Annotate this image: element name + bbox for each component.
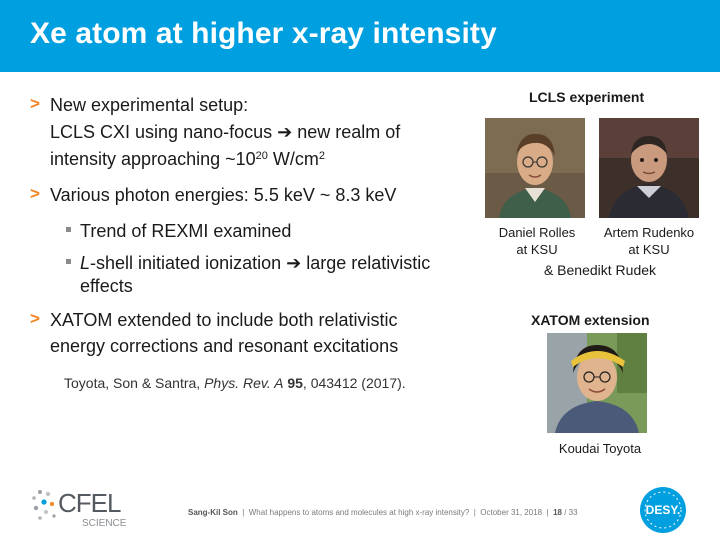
- bullet-3-line-2: energy corrections and resonant excitati…: [50, 336, 399, 356]
- bullet-marker-1: >: [30, 94, 40, 113]
- footer-text: Sang-Kil Son | What happens to atoms and…: [188, 508, 578, 517]
- bullet-1-line-2: LCLS CXI using nano-focus ➔ new realm of: [50, 122, 401, 142]
- xatom-heading: XATOM extension: [531, 312, 650, 328]
- lcls-heading: LCLS experiment: [529, 89, 645, 105]
- bullet-1-line-3: intensity approaching ~1020 W/cm2: [50, 149, 326, 169]
- bullet-2: Various photon energies: 5.5 keV ~ 8.3 k…: [50, 185, 397, 205]
- cfel-dots-icon: [32, 490, 56, 520]
- cfel-logo-subtext: SCIENCE: [82, 518, 127, 529]
- cfel-logo-text: CFEL: [58, 488, 121, 518]
- sub-bullet-1: Trend of REXMI examined: [80, 221, 292, 241]
- title-bar: Xe atom at higher x-ray intensity: [0, 0, 720, 72]
- slide-title: Xe atom at higher x-ray intensity: [30, 17, 497, 50]
- sub-bullet-marker-2: [66, 259, 71, 264]
- bullet-marker-3: >: [30, 309, 40, 328]
- cfel-logo: CFEL SCIENCE: [28, 486, 138, 532]
- desy-logo: DESY.: [639, 486, 687, 534]
- desy-logo-text: DESY.: [645, 503, 681, 517]
- photo-artem-rudenko: [599, 118, 699, 218]
- bullet-3-line-1: XATOM extended to include both relativis…: [50, 310, 398, 330]
- arrow-icon: ➔: [286, 253, 302, 273]
- sub-bullet-2-line-2: effects: [80, 276, 133, 296]
- caption-daniel-rolles: Daniel Rolles at KSU: [498, 225, 576, 257]
- caption-benedikt-rudek: & Benedikt Rudek: [543, 262, 657, 278]
- bullet-1-line-1: New experimental setup:: [50, 95, 249, 115]
- photo-koudai-toyota: [547, 333, 647, 433]
- arrow-icon: ➔: [277, 122, 293, 142]
- photo-daniel-rolles: [485, 118, 585, 218]
- sub-bullet-marker-1: [66, 227, 71, 232]
- caption-artem-rudenko: Artem Rudenko at KSU: [603, 225, 695, 257]
- bullet-marker-2: >: [30, 184, 40, 203]
- sub-bullet-2-line-1: L-shell initiated ionization ➔ large rel…: [80, 253, 431, 273]
- caption-koudai-toyota: Koudai Toyota: [558, 441, 642, 456]
- citation: Toyota, Son & Santra, Phys. Rev. A 95, 0…: [64, 375, 406, 391]
